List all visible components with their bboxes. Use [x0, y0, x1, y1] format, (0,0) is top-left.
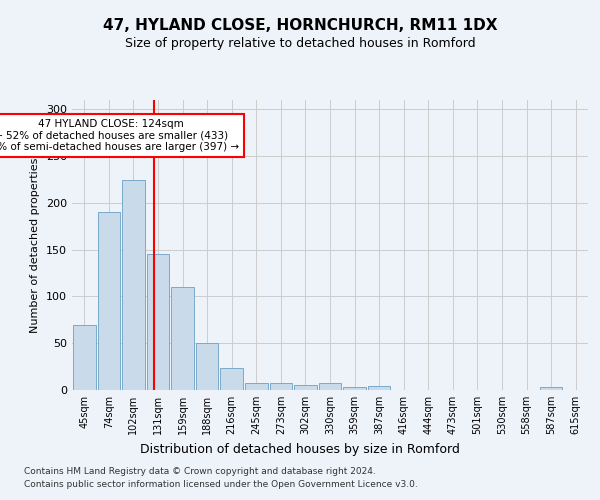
Bar — [343, 387, 366, 390]
Bar — [540, 387, 562, 390]
Bar — [98, 212, 120, 390]
Bar — [171, 287, 194, 390]
Y-axis label: Number of detached properties: Number of detached properties — [31, 158, 40, 332]
Bar — [319, 382, 341, 390]
Bar — [196, 343, 218, 390]
Text: Distribution of detached houses by size in Romford: Distribution of detached houses by size … — [140, 442, 460, 456]
Text: 47 HYLAND CLOSE: 124sqm
← 52% of detached houses are smaller (433)
47% of semi-d: 47 HYLAND CLOSE: 124sqm ← 52% of detache… — [0, 118, 239, 152]
Bar — [269, 382, 292, 390]
Bar — [220, 368, 243, 390]
Bar — [368, 386, 391, 390]
Bar — [122, 180, 145, 390]
Text: 47, HYLAND CLOSE, HORNCHURCH, RM11 1DX: 47, HYLAND CLOSE, HORNCHURCH, RM11 1DX — [103, 18, 497, 32]
Text: Size of property relative to detached houses in Romford: Size of property relative to detached ho… — [125, 38, 475, 51]
Bar — [294, 386, 317, 390]
Bar — [245, 382, 268, 390]
Text: Contains public sector information licensed under the Open Government Licence v3: Contains public sector information licen… — [24, 480, 418, 489]
Bar — [146, 254, 169, 390]
Bar — [73, 324, 95, 390]
Text: Contains HM Land Registry data © Crown copyright and database right 2024.: Contains HM Land Registry data © Crown c… — [24, 468, 376, 476]
